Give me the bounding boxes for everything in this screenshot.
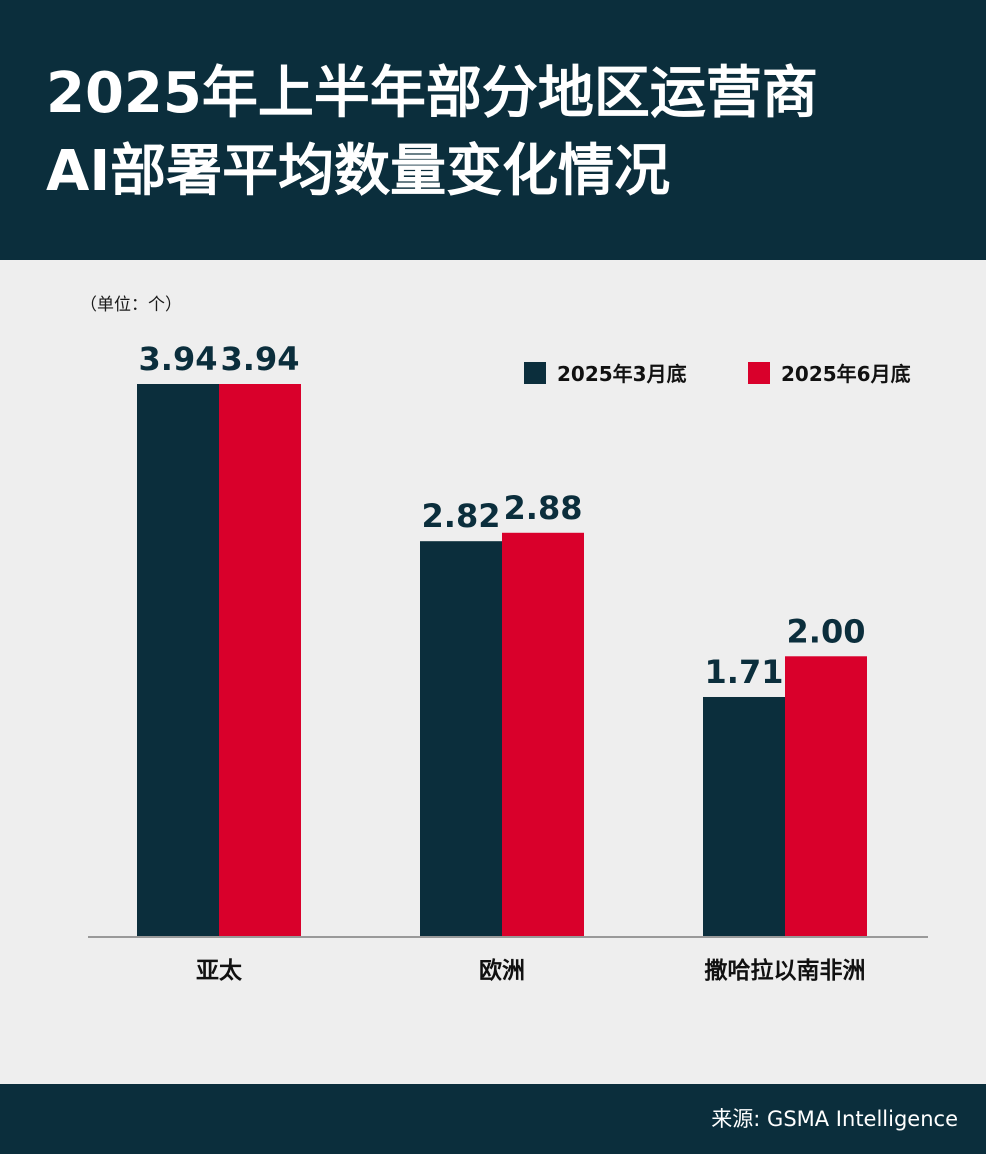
unit-label: （单位：个）	[80, 295, 182, 315]
page-title-line1: 2025年上半年部分地区运营商	[46, 61, 818, 126]
data-label-june-2: 2.00	[787, 612, 866, 650]
data-label-march-1: 2.82	[422, 497, 501, 535]
data-label-june-1: 2.88	[504, 489, 583, 527]
legend-swatch-1	[748, 362, 770, 384]
bar-march-1	[420, 541, 503, 937]
data-label-march-2: 1.71	[705, 653, 784, 691]
bar-june-2	[785, 656, 867, 937]
bar-march-0	[137, 384, 220, 937]
category-label-2: 撒哈拉以南非洲	[705, 957, 866, 984]
legend-swatch-0	[524, 362, 546, 384]
source-label: 来源: GSMA Intelligence	[711, 1107, 958, 1131]
category-label-1: 欧洲	[479, 958, 525, 984]
page-title-line2: AI部署平均数量变化情况	[46, 139, 671, 204]
legend-label-0: 2025年3月底	[557, 362, 687, 386]
bar-june-0	[219, 384, 301, 937]
bar-chart: 3.94 3.94 亚太 2.82 2.88 欧洲 1.712.00 撒哈拉以南非洲 2025年…	[88, 340, 928, 984]
legend-label-1: 2025年6月底	[781, 362, 911, 386]
category-label-0: 亚太	[196, 958, 243, 984]
footer-banner	[0, 1084, 986, 1154]
bar-june-1	[502, 532, 584, 937]
bar-march-2	[703, 696, 786, 937]
header-banner: 2025年上半年部分地区运营商 AI部署平均数量变化情况	[0, 0, 986, 260]
data-label-march-0: 3.94	[139, 340, 218, 378]
data-label-june-0: 3.94	[221, 340, 300, 378]
